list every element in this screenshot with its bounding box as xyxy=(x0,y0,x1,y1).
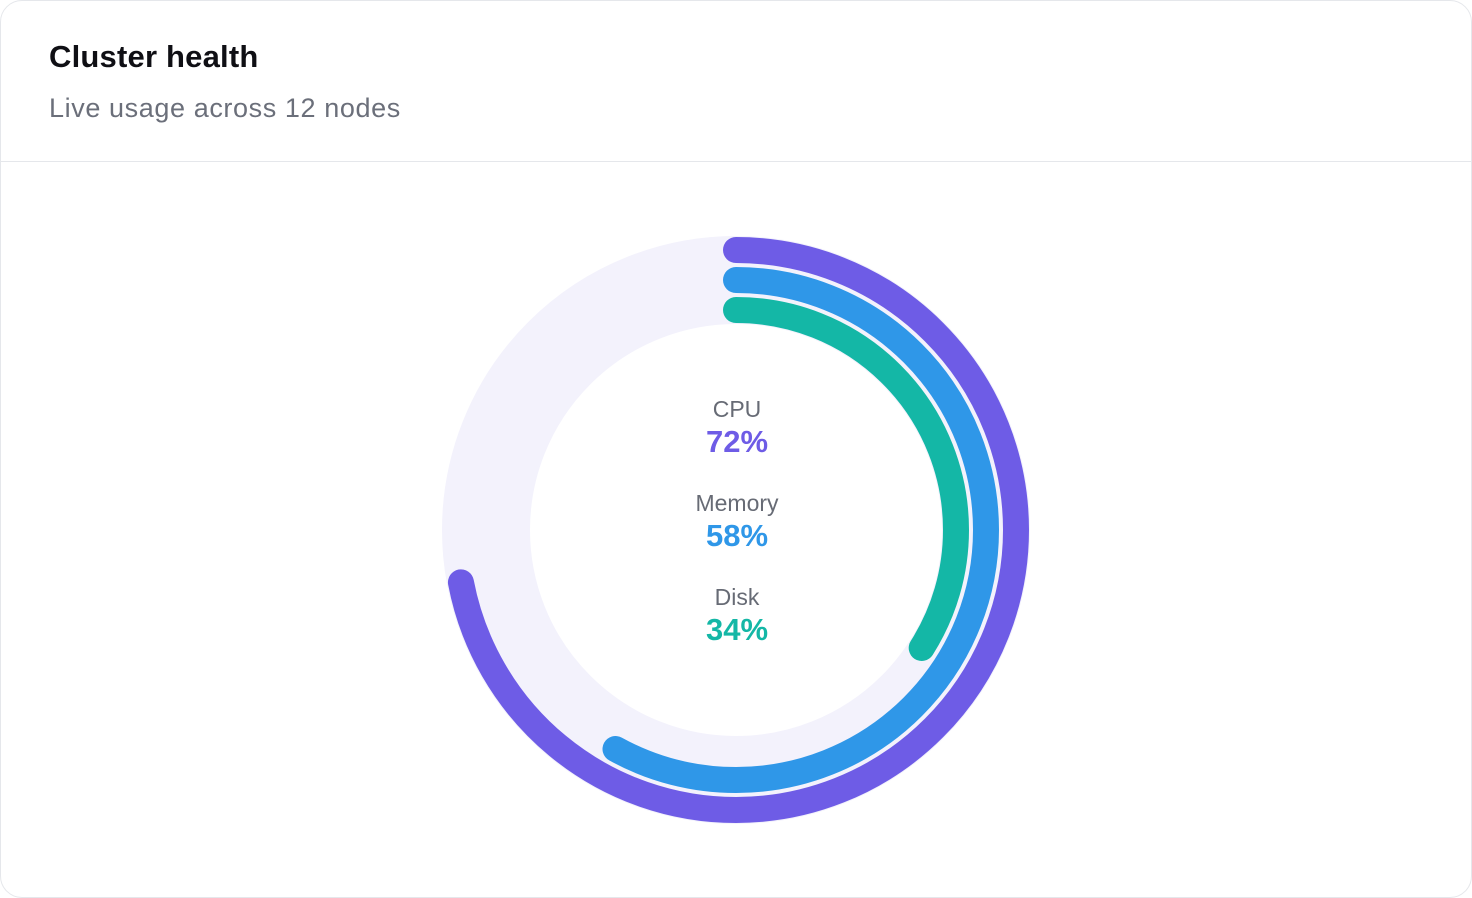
radial-chart-svg xyxy=(442,236,1030,824)
metric-cpu: CPU 72% xyxy=(587,394,887,488)
metric-name-cpu: CPU xyxy=(712,396,762,422)
metric-value-cpu: 72% xyxy=(705,424,769,459)
card-subtitle: Live usage across 12 nodes xyxy=(49,93,401,123)
card-header: Cluster health Live usage across 12 node… xyxy=(1,1,1471,162)
metric-value-memory: 58% xyxy=(705,518,769,553)
radial-chart: CPU 72% Memory 58% Disk 34% xyxy=(1,162,1471,897)
center-labels: CPU 72% Memory 58% Disk 34% xyxy=(587,394,887,676)
ring-arc-cpu xyxy=(443,237,1029,823)
metric-value-disk: 34% xyxy=(705,612,769,647)
card-title: Cluster health xyxy=(49,39,259,74)
metric-name-memory: Memory xyxy=(695,490,779,516)
ring-arc-memory xyxy=(473,267,999,793)
metric-disk: Disk 34% xyxy=(587,582,887,676)
ring-arc-disk xyxy=(503,297,969,763)
metric-memory: Memory 58% xyxy=(587,488,887,582)
metric-name-disk: Disk xyxy=(714,584,760,610)
